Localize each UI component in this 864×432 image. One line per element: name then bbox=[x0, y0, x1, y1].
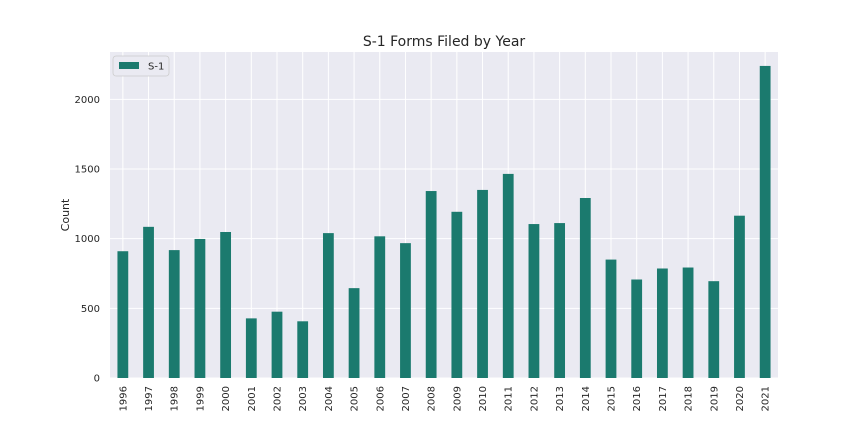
bar-2006 bbox=[374, 236, 386, 378]
x-tick-label: 1998 bbox=[170, 386, 181, 411]
x-tick-label: 2009 bbox=[452, 386, 463, 411]
legend-label: S-1 bbox=[148, 62, 164, 73]
bar-2000 bbox=[220, 231, 232, 378]
legend-box bbox=[112, 55, 170, 77]
bar-2014 bbox=[579, 198, 591, 378]
x-tick-label: 2020 bbox=[735, 386, 746, 411]
x-tick-label: 1997 bbox=[144, 386, 155, 411]
y-axis-ticks: 0 500 1000 1500 2000 bbox=[75, 95, 100, 385]
x-tick-label: 2004 bbox=[324, 386, 335, 411]
x-tick-label: 1999 bbox=[195, 386, 206, 411]
chart-title: S-1 Forms Filed by Year bbox=[363, 34, 526, 50]
bar-2007 bbox=[400, 243, 411, 378]
y-tick-label: 2000 bbox=[75, 95, 100, 106]
bar-2005 bbox=[348, 288, 360, 378]
bar-2004 bbox=[322, 233, 334, 378]
bar-2017 bbox=[656, 268, 668, 378]
x-axis-ticks: 1996 1997 1998 1999 2000 2001 2002 2003 2004 2005… bbox=[118, 386, 771, 411]
bar-1998 bbox=[168, 250, 180, 378]
x-tick-label: 2021 bbox=[761, 386, 772, 411]
x-tick-label: 2002 bbox=[273, 386, 284, 411]
x-tick-label: 1996 bbox=[118, 386, 129, 411]
bar-2018 bbox=[682, 267, 694, 378]
bar-2001 bbox=[245, 318, 257, 378]
bar-2013 bbox=[554, 223, 566, 378]
x-tick-label: 2019 bbox=[709, 386, 720, 411]
bar-1997 bbox=[143, 226, 154, 378]
y-tick-label: 500 bbox=[81, 304, 100, 315]
legend-swatch bbox=[119, 62, 139, 69]
x-tick-label: 2010 bbox=[478, 386, 489, 411]
x-tick-label: 2008 bbox=[427, 386, 438, 411]
plot-background bbox=[110, 52, 778, 378]
x-tick-label: 2000 bbox=[221, 386, 232, 411]
bar-2009 bbox=[451, 211, 463, 378]
bar-2010 bbox=[477, 189, 488, 378]
x-tick-label: 2005 bbox=[350, 386, 361, 411]
bars bbox=[117, 65, 771, 378]
x-tick-label: 2012 bbox=[529, 386, 540, 411]
bar-2002 bbox=[271, 311, 283, 378]
y-axis-label: Count bbox=[59, 198, 72, 231]
bar-2015 bbox=[605, 259, 617, 378]
y-tick-label: 1500 bbox=[75, 165, 100, 176]
bar-2011 bbox=[502, 173, 514, 378]
bar-1999 bbox=[194, 238, 206, 378]
bar-2020 bbox=[734, 215, 745, 378]
y-tick-label: 1000 bbox=[75, 234, 100, 245]
bar-2016 bbox=[631, 279, 643, 378]
bar-2012 bbox=[528, 224, 540, 378]
legend: S-1 bbox=[112, 55, 170, 77]
x-tick-label: 2006 bbox=[375, 386, 386, 411]
x-tick-label: 2017 bbox=[658, 386, 669, 411]
bar-1996 bbox=[117, 251, 129, 378]
bar-2003 bbox=[297, 321, 309, 378]
bar-2019 bbox=[708, 281, 720, 378]
x-tick-label: 2007 bbox=[401, 386, 412, 411]
bar-2021 bbox=[759, 65, 771, 378]
x-tick-label: 2015 bbox=[607, 386, 618, 411]
x-tick-label: 2016 bbox=[632, 386, 643, 411]
x-tick-label: 2003 bbox=[298, 386, 309, 411]
x-tick-label: 2013 bbox=[555, 386, 566, 411]
x-tick-label: 2018 bbox=[684, 386, 695, 411]
x-tick-label: 2011 bbox=[504, 386, 515, 411]
bar-2008 bbox=[425, 191, 437, 378]
x-tick-label: 2001 bbox=[247, 386, 258, 411]
x-tick-label: 2014 bbox=[581, 386, 592, 411]
y-tick-label: 0 bbox=[94, 374, 100, 385]
